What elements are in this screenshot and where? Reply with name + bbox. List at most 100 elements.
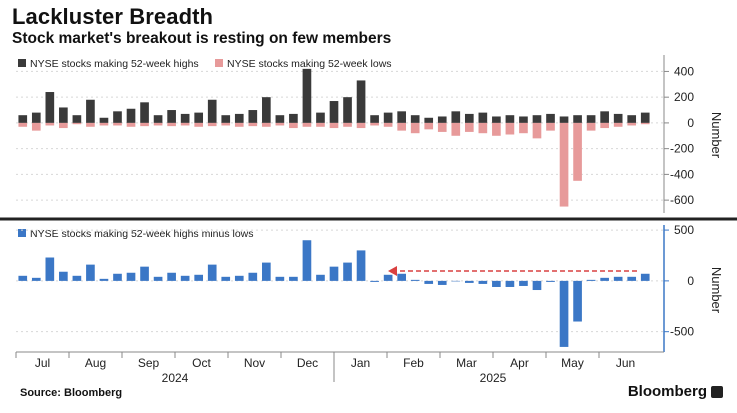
top-legend: NYSE stocks making 52-week highs NYSE st… [18,58,392,70]
bar-highs [424,117,434,123]
bar-net [437,280,447,285]
bar-lows [397,122,406,131]
bar-lows [140,122,149,127]
x-tick-label: Oct [192,356,211,370]
bar-highs [546,113,555,123]
arrow-head [388,266,397,276]
bar-highs [153,115,163,123]
bar-highs [113,111,122,123]
breakout-arrow-annotation [388,266,640,276]
bar-highs [275,115,285,123]
bar-lows [153,122,163,126]
bar-highs [505,115,515,123]
bar-highs [532,115,542,123]
bottom-y-tick-label: 0 [687,274,694,288]
bar-highs [316,112,325,123]
bar-highs [451,111,461,123]
bar-highs [329,101,339,123]
bar-net [180,275,190,281]
bar-lows [370,122,379,126]
bar-highs [586,115,596,123]
bar-net [153,276,163,281]
top-y-tick-label: -200 [670,142,694,156]
bar-highs [437,116,447,123]
bar-lows [126,122,136,127]
legend-swatch-net [18,229,26,237]
legend-label-net: NYSE stocks making 52-week highs minus l… [30,228,254,240]
bar-lows [221,122,231,126]
bar-net [113,273,122,281]
x-tick-label: Feb [403,356,424,370]
bar-highs [207,99,217,123]
legend-label-lows: NYSE stocks making 52-week lows [227,58,392,70]
bar-lows [559,122,569,207]
bottom-y-axis-label: Number [709,267,724,314]
bar-lows [113,122,122,126]
bar-net [126,272,136,281]
legend-swatch-highs [18,59,26,67]
bar-lows [59,122,68,129]
bottom-bars [18,240,650,347]
bar-highs [640,112,650,123]
bottom-y-ticks: 500 0 -500 [664,223,694,339]
bar-net [478,280,488,284]
bar-highs [194,112,204,123]
bar-lows [45,122,55,126]
bar-net [275,276,285,281]
bar-highs [627,115,637,123]
bar-highs [72,115,82,123]
bar-lows [356,122,366,129]
bar-highs [167,110,176,123]
bar-lows [18,122,28,127]
bar-highs [289,113,298,123]
bottom-y-tick-label: 500 [674,223,694,237]
bar-highs [356,80,366,123]
legend-swatch-lows [215,59,223,67]
bar-lows [492,122,501,136]
bar-net [31,277,41,281]
chart-title: Lackluster Breadth [12,4,214,29]
bar-lows [167,122,176,127]
bar-lows [234,122,244,127]
bar-lows [289,122,298,129]
bar-net [262,262,271,281]
bar-lows [451,122,461,136]
bar-highs [59,107,68,123]
bar-lows [424,122,434,130]
bar-net [627,276,637,281]
bar-lows [316,122,325,127]
bar-lows [207,122,217,127]
bar-highs [180,113,190,123]
x-tick-label: Mar [456,356,477,370]
x-tick-label: Dec [297,356,318,370]
bar-net [289,276,298,281]
bar-net [59,271,68,281]
chart-subtitle: Stock market's breakout is resting on fe… [12,30,392,47]
bar-net [640,273,650,281]
bar-net [140,266,149,281]
bar-highs [492,116,501,123]
bar-lows [31,122,41,131]
bloomberg-icon [711,385,723,398]
bar-highs [343,97,352,123]
bottom-gridlines [16,229,664,333]
bar-highs [613,113,623,123]
bottom-y-tick-label: -500 [670,325,694,339]
bar-lows [600,122,609,129]
bar-highs [478,112,488,123]
bar-lows [329,122,339,129]
top-y-tick-label: 400 [674,64,694,78]
bar-lows [640,122,650,125]
bar-net [424,280,434,284]
x-tick-label: Jan [351,356,370,370]
bar-highs [234,113,244,123]
bar-lows [546,122,555,131]
bar-net [194,274,204,281]
bar-lows [383,122,393,127]
bar-net [167,272,176,281]
top-y-tick-label: 0 [687,116,694,130]
bar-lows [586,122,596,131]
bar-net [492,280,501,287]
bar-net [397,273,406,281]
